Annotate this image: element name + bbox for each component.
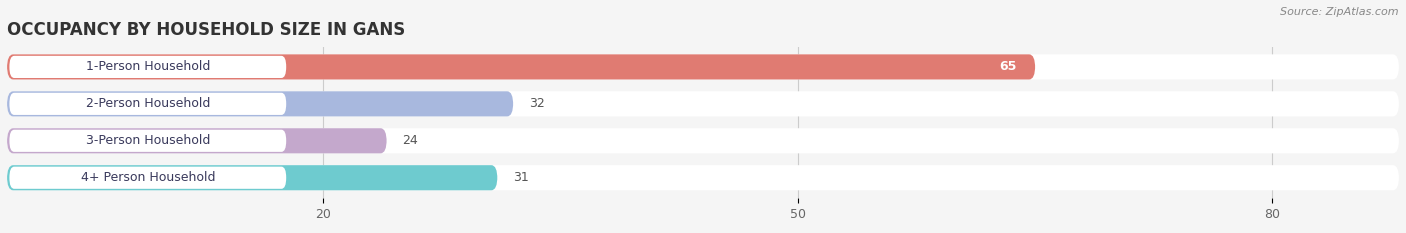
FancyBboxPatch shape (7, 54, 1399, 79)
FancyBboxPatch shape (7, 128, 387, 153)
FancyBboxPatch shape (7, 128, 1399, 153)
FancyBboxPatch shape (7, 91, 513, 116)
FancyBboxPatch shape (7, 54, 1035, 79)
Text: 3-Person Household: 3-Person Household (86, 134, 209, 147)
Text: 2-Person Household: 2-Person Household (86, 97, 209, 110)
FancyBboxPatch shape (10, 167, 287, 189)
Text: 24: 24 (402, 134, 418, 147)
Text: 65: 65 (998, 60, 1017, 73)
Text: OCCUPANCY BY HOUSEHOLD SIZE IN GANS: OCCUPANCY BY HOUSEHOLD SIZE IN GANS (7, 21, 405, 39)
FancyBboxPatch shape (10, 56, 287, 78)
FancyBboxPatch shape (7, 165, 1399, 190)
Text: Source: ZipAtlas.com: Source: ZipAtlas.com (1281, 7, 1399, 17)
FancyBboxPatch shape (10, 93, 287, 115)
FancyBboxPatch shape (10, 130, 287, 152)
Text: 4+ Person Household: 4+ Person Household (80, 171, 215, 184)
Text: 1-Person Household: 1-Person Household (86, 60, 209, 73)
FancyBboxPatch shape (7, 91, 1399, 116)
Text: 32: 32 (529, 97, 544, 110)
FancyBboxPatch shape (7, 165, 498, 190)
Text: 31: 31 (513, 171, 529, 184)
